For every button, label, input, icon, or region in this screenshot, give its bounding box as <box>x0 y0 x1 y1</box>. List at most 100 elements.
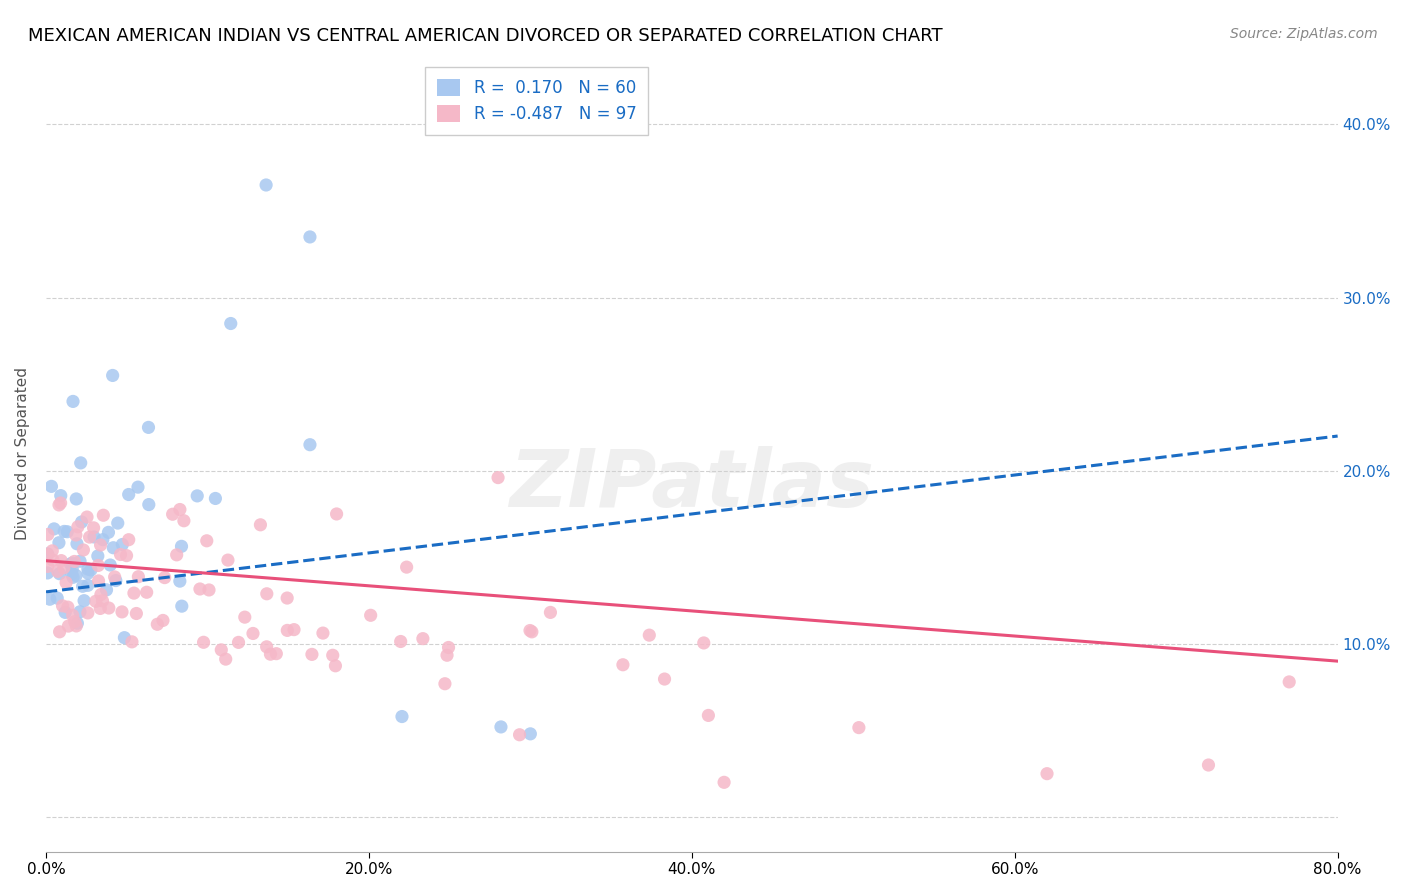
Point <box>489 720 512 734</box>
Point <box>412 632 434 646</box>
Point <box>111 537 134 551</box>
Point <box>72 579 94 593</box>
Point <box>209 643 232 657</box>
Point <box>266 647 288 661</box>
Point <box>693 636 716 650</box>
Point <box>162 507 184 521</box>
Point <box>48 535 70 549</box>
Point <box>509 728 531 742</box>
Point <box>84 594 107 608</box>
Point <box>215 652 238 666</box>
Point <box>62 394 84 409</box>
Point <box>55 575 77 590</box>
Point <box>125 607 148 621</box>
Point <box>83 530 105 544</box>
Point <box>62 570 84 584</box>
Point <box>298 438 321 452</box>
Point <box>76 578 98 592</box>
Point <box>97 601 120 615</box>
Point <box>256 587 278 601</box>
Point <box>69 456 91 470</box>
Point <box>219 317 242 331</box>
Point <box>152 614 174 628</box>
Point <box>37 547 59 561</box>
Point <box>254 178 277 192</box>
Point <box>66 520 89 534</box>
Point <box>42 522 65 536</box>
Point <box>60 556 83 570</box>
Point <box>37 559 59 574</box>
Text: MEXICAN AMERICAN INDIAN VS CENTRAL AMERICAN DIVORCED OR SEPARATED CORRELATION CH: MEXICAN AMERICAN INDIAN VS CENTRAL AMERI… <box>28 27 943 45</box>
Point <box>188 582 211 596</box>
Point <box>41 479 63 493</box>
Point <box>111 605 134 619</box>
Point <box>60 566 83 581</box>
Point <box>52 560 75 574</box>
Point <box>437 640 460 655</box>
Text: Source: ZipAtlas.com: Source: ZipAtlas.com <box>1230 27 1378 41</box>
Point <box>848 721 870 735</box>
Point <box>612 657 634 672</box>
Point <box>118 487 141 501</box>
Point <box>96 582 118 597</box>
Point <box>91 508 114 523</box>
Point <box>217 553 239 567</box>
Point <box>107 516 129 530</box>
Point <box>389 634 412 648</box>
Point <box>697 708 720 723</box>
Point <box>1036 766 1059 780</box>
Point <box>103 541 125 555</box>
Point <box>65 528 87 542</box>
Point <box>77 566 100 581</box>
Point <box>87 574 110 588</box>
Point <box>87 558 110 573</box>
Point <box>298 230 321 244</box>
Point <box>110 548 132 562</box>
Point <box>198 582 221 597</box>
Point <box>41 544 63 558</box>
Point <box>59 557 82 571</box>
Point <box>228 635 250 649</box>
Point <box>65 491 87 506</box>
Point <box>301 648 323 662</box>
Legend: R =  0.170   N = 60, R = -0.487   N = 97: R = 0.170 N = 60, R = -0.487 N = 97 <box>426 68 648 135</box>
Point <box>90 538 112 552</box>
Point <box>48 498 70 512</box>
Point <box>122 586 145 600</box>
Point <box>193 635 215 649</box>
Point <box>436 648 458 663</box>
Point <box>62 608 84 623</box>
Point <box>97 525 120 540</box>
Point <box>391 709 413 723</box>
Point <box>259 647 281 661</box>
Point <box>46 591 69 606</box>
Point <box>638 628 661 642</box>
Point <box>63 615 86 629</box>
Point <box>713 775 735 789</box>
Point <box>519 727 541 741</box>
Point <box>98 558 121 572</box>
Point <box>91 594 114 608</box>
Point <box>312 626 335 640</box>
Point <box>433 677 456 691</box>
Point <box>233 610 256 624</box>
Point <box>58 619 80 633</box>
Point <box>395 560 418 574</box>
Point <box>138 420 160 434</box>
Point <box>56 524 79 539</box>
Point <box>169 574 191 588</box>
Point <box>79 530 101 544</box>
Point <box>325 507 347 521</box>
Point <box>276 624 298 638</box>
Point <box>49 489 72 503</box>
Point <box>256 640 278 654</box>
Point <box>195 533 218 548</box>
Point <box>242 626 264 640</box>
Point <box>121 635 143 649</box>
Point <box>65 568 87 582</box>
Point <box>42 553 65 567</box>
Point <box>37 548 59 562</box>
Point <box>204 491 226 506</box>
Point <box>169 502 191 516</box>
Point <box>153 571 176 585</box>
